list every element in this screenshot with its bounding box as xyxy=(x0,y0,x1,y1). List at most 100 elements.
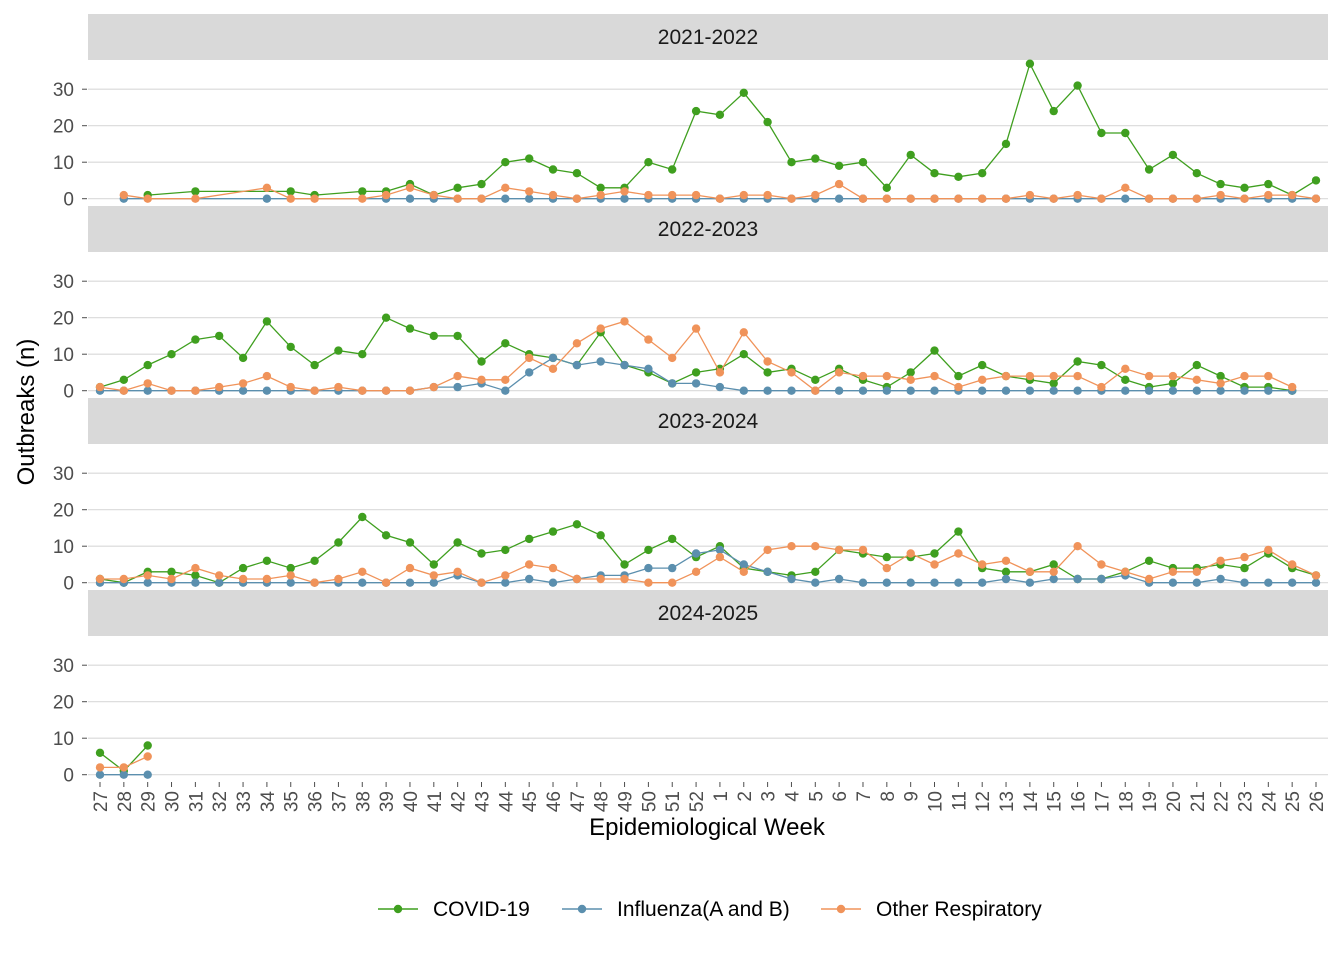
data-point-other xyxy=(596,190,605,200)
data-point-flu xyxy=(811,578,820,587)
data-point-other xyxy=(1192,194,1202,203)
data-point-flu xyxy=(1240,386,1249,395)
data-point-covid xyxy=(691,106,701,116)
y-tick-label: 10 xyxy=(53,729,74,750)
series-covid xyxy=(143,59,1321,200)
data-point-other xyxy=(1049,194,1058,203)
data-point-other xyxy=(310,578,319,587)
y-tick-label: 10 xyxy=(53,153,74,174)
data-point-flu xyxy=(620,360,629,370)
legend-item-other: Other Respiratory xyxy=(821,898,1042,921)
x-tick-label: 5 xyxy=(806,791,827,802)
data-point-other xyxy=(978,194,987,203)
data-point-flu xyxy=(262,194,272,203)
x-tick-label: 32 xyxy=(210,791,231,812)
data-point-other xyxy=(143,194,152,203)
data-point-other xyxy=(477,194,486,203)
series-other xyxy=(95,542,1321,587)
data-point-covid xyxy=(882,552,891,562)
data-point-other xyxy=(1240,194,1249,203)
data-point-flu xyxy=(405,578,415,587)
data-point-covid xyxy=(954,371,963,381)
data-point-covid xyxy=(739,88,748,98)
x-tick-label: 23 xyxy=(1236,791,1257,812)
data-point-covid xyxy=(1192,360,1202,370)
data-point-other xyxy=(668,190,677,200)
data-point-other xyxy=(286,194,295,203)
data-point-other xyxy=(596,324,605,333)
data-point-other xyxy=(525,353,534,363)
facet-strip xyxy=(88,14,1328,60)
data-point-covid xyxy=(477,549,486,558)
x-tick-label: 18 xyxy=(1116,791,1137,812)
data-point-covid xyxy=(930,169,939,178)
data-point-other xyxy=(620,317,629,326)
data-point-flu xyxy=(930,578,939,587)
data-point-flu xyxy=(525,368,534,377)
data-point-flu xyxy=(1264,578,1273,587)
data-point-other xyxy=(1264,190,1273,200)
x-tick-label: 12 xyxy=(973,791,994,812)
data-point-flu xyxy=(978,578,987,587)
data-point-other xyxy=(1097,560,1106,569)
x-tick-label: 52 xyxy=(687,791,708,812)
x-tick-label: 27 xyxy=(91,791,112,812)
facet-strip xyxy=(88,398,1328,444)
data-point-other xyxy=(1025,190,1035,200)
data-point-covid xyxy=(191,335,200,344)
data-point-flu xyxy=(620,194,629,203)
data-point-covid xyxy=(453,538,462,547)
data-point-covid xyxy=(501,158,510,167)
data-point-other xyxy=(1121,364,1130,373)
data-point-covid xyxy=(310,556,319,565)
data-point-covid xyxy=(1001,567,1011,576)
data-point-covid xyxy=(954,172,963,181)
data-point-flu xyxy=(906,578,915,587)
data-point-covid xyxy=(405,324,415,333)
x-tick-label: 8 xyxy=(878,791,899,802)
facet-strip-label: 2024-2025 xyxy=(658,602,758,625)
data-point-other xyxy=(262,574,272,584)
data-point-other xyxy=(715,552,725,562)
data-point-other xyxy=(644,190,653,200)
data-point-other xyxy=(906,194,915,203)
x-tick-label: 33 xyxy=(234,791,255,812)
data-point-other xyxy=(1025,371,1035,381)
data-point-covid xyxy=(1049,379,1058,388)
data-point-covid xyxy=(334,346,343,355)
data-point-other xyxy=(1216,190,1225,200)
data-point-covid xyxy=(811,154,820,163)
data-point-other xyxy=(739,190,748,200)
data-point-flu xyxy=(1073,386,1082,395)
data-point-covid xyxy=(1097,128,1106,138)
data-point-other xyxy=(215,382,224,392)
data-point-other xyxy=(1073,371,1082,381)
data-point-covid xyxy=(644,158,653,167)
y-tick-label: 10 xyxy=(53,537,74,558)
data-point-other xyxy=(572,339,582,348)
data-point-other xyxy=(691,567,701,576)
x-tick-label: 15 xyxy=(1045,791,1066,812)
data-point-other xyxy=(381,386,391,395)
data-point-other xyxy=(1144,574,1154,584)
data-point-covid xyxy=(1144,556,1154,565)
data-point-covid xyxy=(548,527,558,536)
data-point-other xyxy=(525,187,534,196)
x-tick-label: 50 xyxy=(639,791,660,812)
data-point-other xyxy=(501,183,510,192)
data-point-covid xyxy=(1240,563,1249,573)
x-axis-title: Epidemiological Week xyxy=(589,814,826,841)
data-point-flu xyxy=(739,560,748,569)
data-point-covid xyxy=(405,538,415,547)
data-point-flu xyxy=(1288,578,1297,587)
data-point-covid xyxy=(381,313,391,322)
data-point-covid xyxy=(596,531,605,540)
series-line-flu xyxy=(100,549,1316,584)
data-point-other xyxy=(739,567,748,576)
data-point-other xyxy=(620,187,629,196)
data-point-flu xyxy=(763,567,772,576)
y-tick-label: 30 xyxy=(53,80,74,101)
data-point-covid xyxy=(1121,128,1130,138)
x-tick-label: 30 xyxy=(163,791,184,812)
data-point-flu xyxy=(644,563,653,573)
